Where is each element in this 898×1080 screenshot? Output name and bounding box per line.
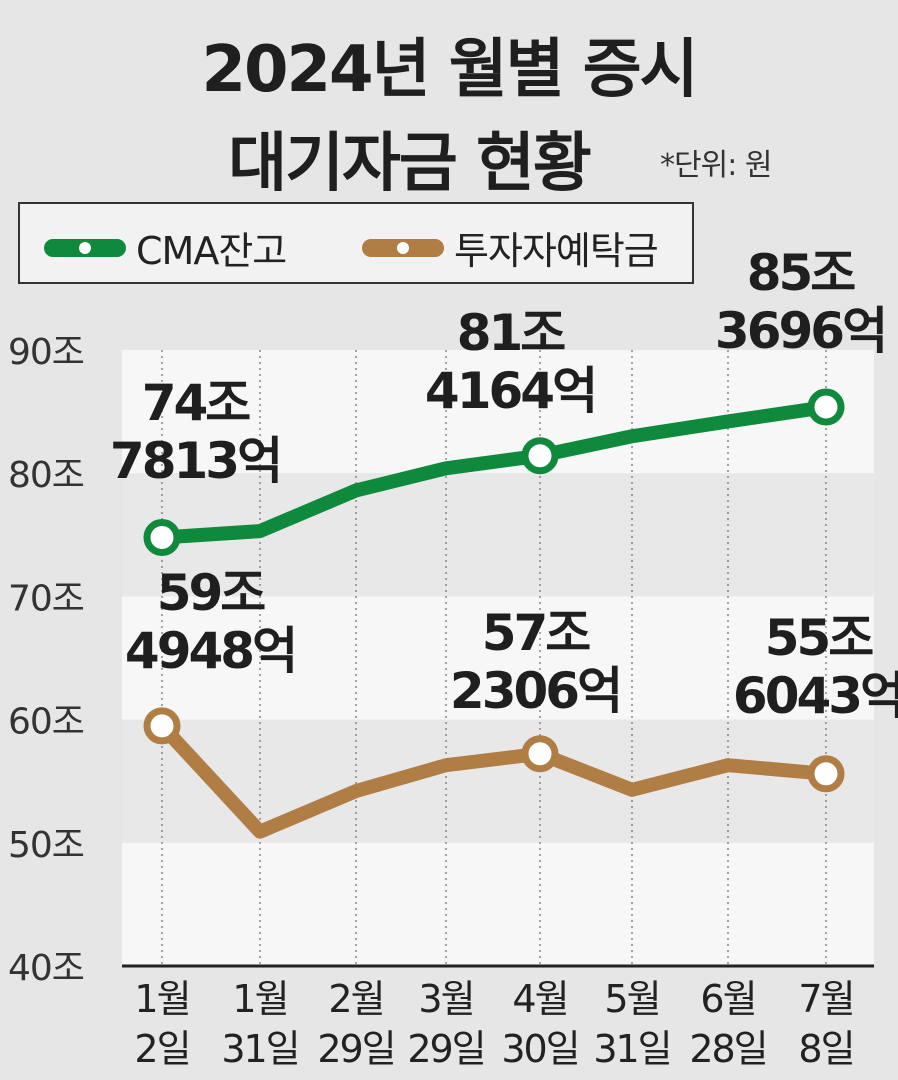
data-label: 2306억 [450,662,620,720]
data-point-marker [143,519,181,557]
x-tick-label: 7월 [798,977,853,1021]
x-tick-label: 2월 [328,977,383,1021]
y-tick-label: 50조 [8,825,84,866]
data-point-marker [143,707,181,745]
data-label: 74조 [142,374,251,432]
x-tick-label: 3월 [418,977,473,1021]
y-tick-label: 70조 [8,578,84,619]
y-tick-label: 60조 [8,702,84,743]
data-label: 59조 [157,564,266,622]
data-point-marker [521,735,559,773]
legend-item-deposit: 투자자예탁금 [360,220,659,275]
x-tick-label: 31일 [593,1027,670,1071]
data-label: 55조 [765,609,874,667]
legend-label-cma: CMA잔고 [136,229,287,273]
legend-item-cma: CMA잔고 [42,220,287,275]
x-tick-label: 8일 [798,1027,853,1071]
legend-label-deposit: 투자자예탁금 [454,229,659,273]
data-label: 81조 [457,304,566,362]
chart-title-line1: 2024년 월별 증시 [201,33,698,107]
legend-swatch-deposit [362,238,444,257]
data-label: 7813억 [110,432,280,490]
grid-band [122,842,874,966]
x-tick-label: 31일 [221,1027,298,1071]
x-tick-label: 6월 [700,977,755,1021]
x-tick-label: 5월 [604,977,659,1021]
y-tick-label: 40조 [8,948,84,989]
chart-title-line2: 대기자금 현황 [228,127,592,201]
x-tick-label: 2일 [134,1027,189,1071]
series-line-0 [155,400,833,545]
x-tick-label: 30일 [501,1027,578,1071]
legend-swatch-cma [44,238,126,257]
data-point-marker [521,437,559,475]
y-tick-label: 80조 [8,455,84,496]
x-tick-label: 4월 [512,977,567,1021]
x-tick-label: 29일 [407,1027,484,1071]
x-tick-label: 28일 [689,1027,766,1071]
grid-band [122,596,874,720]
data-point-marker [807,388,845,426]
data-label: 57조 [482,604,591,662]
x-tick-label: 29일 [317,1027,394,1071]
data-label: 6043억 [733,667,898,725]
data-label: 85조 [747,244,856,302]
series-line-1 [155,718,833,839]
data-label: 4948억 [125,622,295,680]
y-tick-label: 90조 [8,332,84,373]
data-point-marker [807,755,845,793]
unit-note: *단위: 원 [660,148,772,183]
data-label: 3696억 [715,302,885,360]
grid-band [122,719,874,843]
data-label: 4164억 [425,362,595,420]
legend: CMA잔고 투자자예탁금 [18,202,694,284]
x-tick-label: 1월 [232,977,287,1021]
x-tick-label: 1월 [134,977,189,1021]
